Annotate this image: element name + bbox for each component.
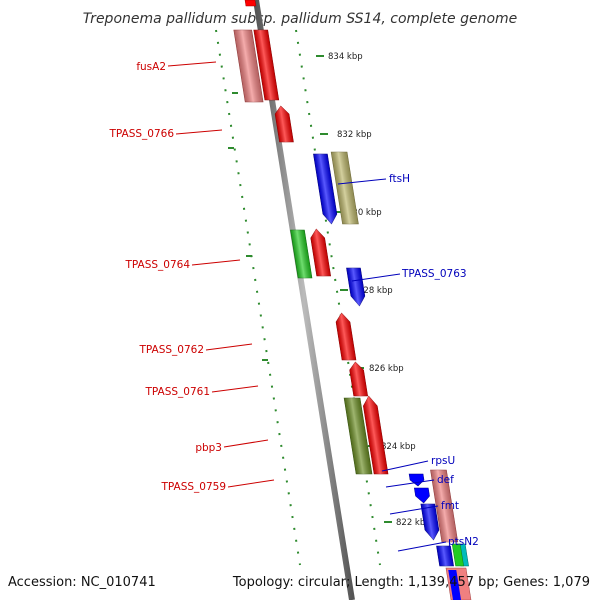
- tick-label-822: 822 kbp: [396, 518, 431, 528]
- gene-pbp3[interactable]: [343, 397, 373, 475]
- callout-line: [211, 385, 259, 393]
- gene-TPASS_0762[interactable]: [335, 312, 357, 361]
- callout-line: [227, 479, 275, 488]
- gene-label-TPASS_0763[interactable]: TPASS_0763: [401, 268, 467, 280]
- gene-label-fmt[interactable]: fmt: [441, 500, 459, 512]
- tick-label-826: 826 kbp: [369, 364, 404, 374]
- callout-line: [167, 61, 217, 67]
- gene-label-fusA2[interactable]: fusA2: [136, 61, 166, 73]
- gene-ftsH[interactable]: [330, 151, 359, 225]
- tick-label-830: 830 kbp: [347, 208, 382, 218]
- genome-summary-text: Topology: circular; Length: 1,139,457 bp…: [232, 575, 590, 590]
- callout-line: [397, 541, 447, 552]
- major-ticks: [228, 55, 392, 523]
- gene-bottom-cluster[interactable]: [445, 567, 472, 600]
- left-callouts: [167, 61, 275, 488]
- ruler-left-edge: [215, 29, 301, 566]
- callout-line: [205, 343, 253, 351]
- gene-fusA2-top[interactable]: [244, 0, 257, 7]
- gene-label-TPASS_0759[interactable]: TPASS_0759: [160, 481, 226, 493]
- gene-label-ptsN2[interactable]: ptsN2: [448, 536, 479, 548]
- gene-TPASS_0764[interactable]: [309, 228, 332, 277]
- tick-label-834: 834 kbp: [328, 52, 363, 62]
- gene-fusA2-pink[interactable]: [233, 29, 264, 103]
- gene-blue-lower[interactable]: [436, 545, 454, 567]
- tick-label-828: 828 kbp: [358, 286, 393, 296]
- gene-fmt[interactable]: [420, 503, 441, 541]
- gene-ftsH-blue[interactable]: [313, 153, 338, 225]
- callout-line: [385, 479, 435, 488]
- gene-fusA2[interactable]: [253, 29, 280, 101]
- gene-label-TPASS_0766[interactable]: TPASS_0766: [108, 128, 174, 140]
- gene-TPASS_0759[interactable]: [362, 395, 389, 475]
- callout-line: [389, 505, 439, 515]
- map-title: Treponema pallidum subsp. pallidum SS14,…: [83, 11, 518, 27]
- accession-text: Accession: NC_010741: [8, 575, 156, 590]
- callout-line: [381, 460, 429, 472]
- gene-label-TPASS_0761[interactable]: TPASS_0761: [144, 386, 210, 398]
- gene-label-rpsU[interactable]: rpsU: [431, 455, 455, 467]
- callout-line: [337, 178, 387, 185]
- callout-line: [175, 129, 223, 135]
- gene-TPASS_0766[interactable]: [274, 105, 294, 143]
- callout-line: [191, 259, 241, 266]
- gene-label-TPASS_0764[interactable]: TPASS_0764: [124, 259, 190, 271]
- gene-green-lower[interactable]: [451, 543, 464, 567]
- right-callouts: [337, 178, 447, 552]
- gene-label-ftsH[interactable]: ftsH: [389, 173, 410, 185]
- gene-pink-lower[interactable]: [430, 469, 459, 543]
- gene-rpsU[interactable]: [408, 473, 425, 487]
- callout-line: [223, 439, 269, 448]
- gene-TPASS_0764-green[interactable]: [290, 229, 313, 279]
- ruler-right-edge: [295, 29, 381, 566]
- callout-line: [351, 273, 401, 282]
- tick-label-824: 824 kbp: [381, 442, 416, 452]
- gene-def[interactable]: [414, 487, 430, 504]
- tick-label-832: 832 kbp: [337, 130, 372, 140]
- gene-label-def[interactable]: def: [437, 474, 454, 486]
- gene-TPASS_0761[interactable]: [348, 361, 369, 397]
- gene-label-pbp3[interactable]: pbp3: [195, 442, 222, 454]
- gene-TPASS_0763[interactable]: [346, 267, 366, 307]
- gene-label-TPASS_0762[interactable]: TPASS_0762: [138, 344, 204, 356]
